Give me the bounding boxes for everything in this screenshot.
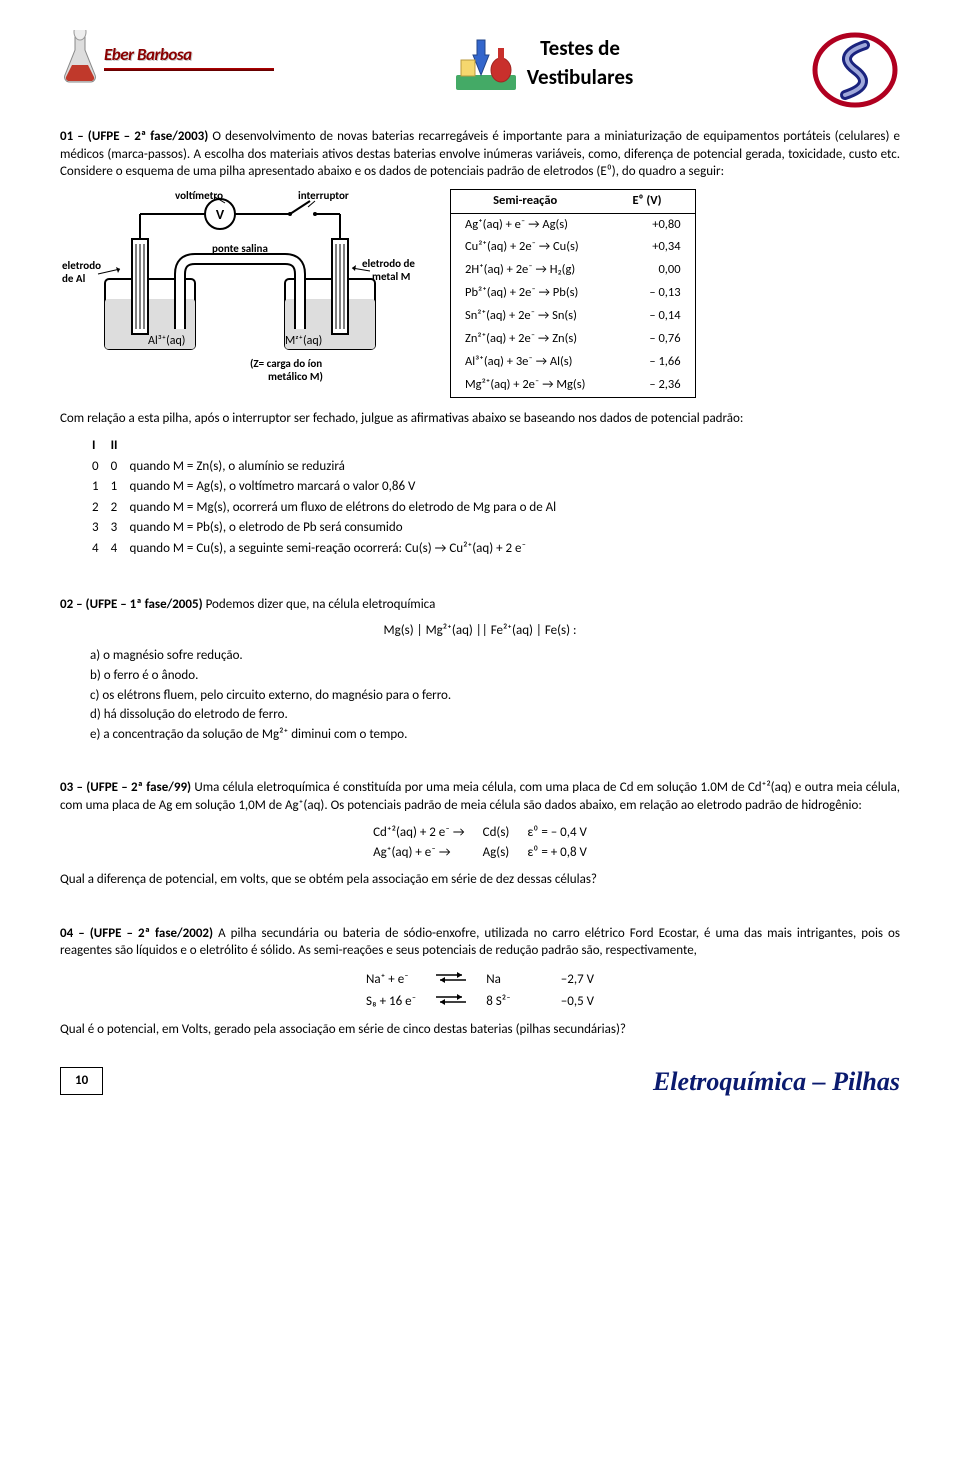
table-row: Ag⁺(aq) + e⁻ → Ag(s)+0,80 (451, 213, 696, 236)
list-item: a) o magnésio sofre redução. (90, 647, 900, 665)
page-title: Testes de Vestibulares (274, 30, 810, 102)
table-row: Pb²⁺(aq) + 2e⁻ → Pb(s)– 0,13 (451, 282, 696, 305)
svg-text:eletrodo: eletrodo (62, 259, 101, 272)
list-item: c) os elétrons fluem, pelo circuito exte… (90, 687, 900, 705)
q4-ask: Qual é o potencial, em Volts, gerado pel… (60, 1021, 900, 1039)
list-item: e) a concentração da solução de Mg²⁺ dim… (90, 726, 900, 744)
list-item: Na⁺ + e⁻ Na –2,7 V (358, 970, 602, 990)
footer-title: Eletroquímica – Pilhas (653, 1064, 900, 1099)
svg-text:ponte salina: ponte salina (212, 242, 268, 255)
table-row: Zn²⁺(aq) + 2e⁻ → Zn(s)– 0,76 (451, 328, 696, 351)
table-row: Cu²⁺(aq) + 2e⁻ → Cu(s)+0,34 (451, 236, 696, 259)
table-header-potential: E⁰ (V) (599, 189, 695, 213)
svg-text:metálico M): metálico M) (268, 370, 323, 383)
table-row: Mg²⁺(aq) + 2e⁻ → Mg(s)– 2,36 (451, 374, 696, 397)
q1-text: 01 – (UFPE – 2ª fase/2003) O desenvolvim… (60, 128, 900, 181)
equilibrium-icon (426, 970, 476, 990)
q2-equation: Mg(s) | Mg²⁺(aq) || Fe²⁺(aq) | Fe(s) : (60, 622, 900, 640)
svg-text:metal M: metal M (372, 270, 410, 283)
q3-equations: Cd⁺²(aq) + 2 e⁻ →Cd(s)ε⁰ = – 0,4 V Ag⁺(a… (363, 822, 597, 863)
q3-text: 03 – (UFPE – 2ª fase/99) Uma célula elet… (60, 779, 900, 814)
q4-tag: 04 – (UFPE – 2ª fase/2002) (60, 926, 213, 941)
flask-icon (60, 30, 100, 85)
q3-tag: 03 – (UFPE – 2ª fase/99) (60, 780, 191, 795)
s-logo-icon (810, 30, 900, 110)
page-footer: 10 Eletroquímica – Pilhas (60, 1063, 900, 1099)
cell-diagram: V voltímetro interruptor (60, 189, 420, 394)
list-item: Cd⁺²(aq) + 2 e⁻ →Cd(s)ε⁰ = – 0,4 V (365, 824, 595, 842)
table-row: Sn²⁺(aq) + 2e⁻ → Sn(s)– 0,14 (451, 305, 696, 328)
title-line2: Vestibulares (527, 63, 634, 91)
q2-tag: 02 – (UFPE – 1ª fase/2005) (60, 597, 203, 612)
brand-underline (104, 68, 274, 71)
list-item: b) o ferro é o ânodo. (90, 667, 900, 685)
table-header-reaction: Semi-reação (451, 189, 600, 213)
svg-text:Al³⁺(aq): Al³⁺(aq) (148, 334, 185, 348)
svg-text:de Al: de Al (62, 272, 86, 285)
brand-name: Eber Barbosa (104, 44, 274, 67)
svg-text:(Z= carga do íon: (Z= carga do íon (250, 357, 322, 370)
q4-text: 04 – (UFPE – 2ª fase/2002) A pilha secun… (60, 925, 900, 960)
svg-text:V: V (216, 206, 225, 223)
q2-text: 02 – (UFPE – 1ª fase/2005) Podemos dizer… (60, 596, 900, 614)
q2-options: a) o magnésio sofre redução. b) o ferro … (90, 647, 900, 743)
q1-items: III 00quando M = Zn(s), o alumínio se re… (90, 435, 568, 560)
brand-logo: Eber Barbosa (60, 30, 274, 85)
chemistry-icon (451, 30, 521, 95)
table-row: 2H⁺(aq) + 2e⁻ → H₂(g)0,00 (451, 259, 696, 282)
list-item: 11quando M = Ag(s), o voltímetro marcará… (92, 478, 566, 497)
list-item: 00quando M = Zn(s), o alumínio se reduzi… (92, 458, 566, 477)
page-header: Eber Barbosa Testes de Vestibulares (60, 30, 900, 110)
list-item: 33quando M = Pb(s), o eletrodo de Pb ser… (92, 519, 566, 538)
table-row: Al³⁺(aq) + 3e⁻ → Al(s)– 1,66 (451, 351, 696, 374)
svg-text:eletrodo de: eletrodo de (362, 257, 415, 270)
potential-table: Semi-reação E⁰ (V) Ag⁺(aq) + e⁻ → Ag(s)+… (450, 189, 696, 398)
equilibrium-icon (426, 992, 476, 1012)
q3-ask: Qual a diferença de potencial, em volts,… (60, 871, 900, 889)
q4-equations: Na⁺ + e⁻ Na –2,7 V S₈ + 16 e⁻ 8 S²⁻ –0,5… (356, 968, 604, 1013)
page-number: 10 (60, 1067, 103, 1095)
q1-followup: Com relação a esta pilha, após o interru… (60, 410, 900, 428)
q1-tag: 01 – (UFPE – 2ª fase/2003) (60, 129, 208, 144)
title-line1: Testes de (527, 34, 634, 62)
list-item: S₈ + 16 e⁻ 8 S²⁻ –0,5 V (358, 992, 602, 1012)
list-item: d) há dissolução do eletrodo de ferro. (90, 706, 900, 724)
list-item: 44quando M = Cu(s), a seguinte semi-reaç… (92, 540, 566, 559)
svg-text:Mᶻ⁺(aq): Mᶻ⁺(aq) (285, 334, 322, 348)
list-item: 22quando M = Mg(s), ocorrerá um fluxo de… (92, 499, 566, 518)
svg-text:voltímetro: voltímetro (175, 189, 223, 202)
list-item: Ag⁺(aq) + e⁻ →Ag(s)ε⁰ = + 0,8 V (365, 844, 595, 862)
svg-text:interruptor: interruptor (298, 189, 349, 202)
